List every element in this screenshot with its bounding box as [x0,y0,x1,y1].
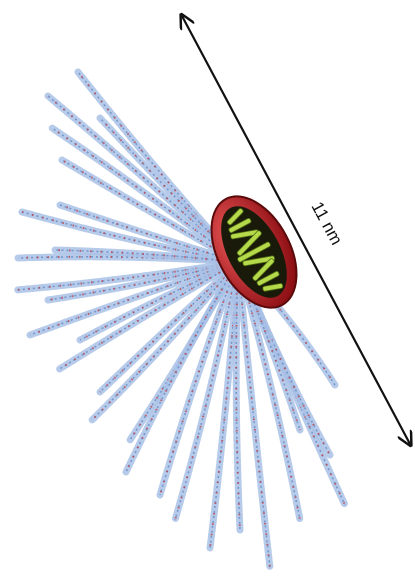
chain-backbone [17,256,239,263]
scale-arrow [182,16,410,444]
chain-oxygen [99,261,239,393]
scale-label: 11 nm [308,199,347,248]
chain-oxygen [237,261,301,521]
chain-backbone [47,261,239,301]
chain-oxygen [59,204,239,263]
chain-oxygen [51,127,239,263]
chain-backbone [15,261,239,291]
polymer-chains [12,68,349,572]
chain-oxygen [79,261,239,341]
chain-oxygen [91,261,239,421]
